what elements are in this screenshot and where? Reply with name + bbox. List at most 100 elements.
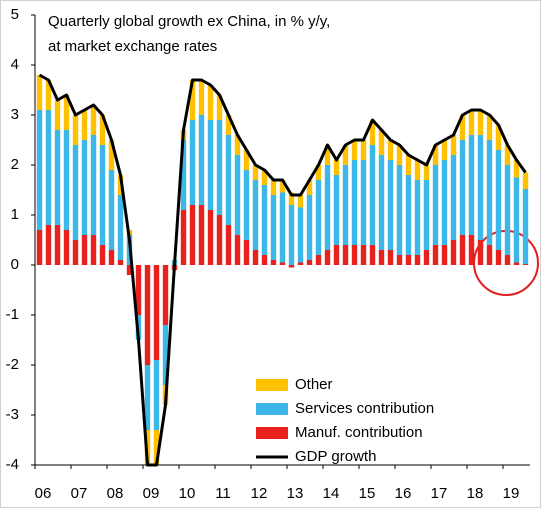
bar [495, 125, 502, 150]
x-tick-label: 14 [323, 485, 340, 502]
y-tick-label: -1 [6, 306, 19, 323]
bar [288, 205, 295, 265]
bar [459, 140, 466, 235]
line [38, 73, 527, 467]
bar [252, 250, 259, 265]
bar [441, 160, 448, 245]
bar [513, 177, 520, 263]
bar [324, 165, 331, 250]
bar [81, 235, 88, 265]
bar [252, 180, 259, 250]
bar [342, 245, 349, 265]
bar [387, 140, 394, 160]
bar [360, 245, 367, 265]
bar [432, 165, 439, 245]
chart-title: at market exchange rates [48, 38, 217, 55]
bar [486, 245, 493, 265]
bar [198, 80, 205, 115]
bar [45, 225, 52, 265]
bar [279, 192, 286, 263]
bar [243, 150, 250, 170]
legend-label: Services contribution [295, 400, 434, 417]
bar [477, 240, 484, 265]
bar [477, 135, 484, 240]
bar [333, 160, 340, 175]
bar [198, 115, 205, 205]
bar [261, 185, 268, 255]
x-tick-label: 08 [107, 485, 124, 502]
legend-swatch [256, 379, 288, 391]
bar [468, 235, 475, 265]
x-tick-label: 10 [179, 485, 196, 502]
y-tick-label: 5 [11, 6, 19, 23]
legend-swatch [256, 403, 288, 415]
bar [297, 195, 304, 208]
x-tick-label: 19 [503, 485, 520, 502]
bar [450, 155, 457, 240]
bar [414, 255, 421, 265]
bar [297, 207, 304, 263]
bar [117, 195, 124, 260]
bar [315, 180, 322, 255]
bar [396, 165, 403, 255]
bar [72, 145, 79, 240]
bar [36, 230, 43, 265]
bar [423, 250, 430, 265]
bar [378, 130, 385, 155]
bar [387, 250, 394, 265]
y-tick-label: -3 [6, 406, 19, 423]
bar [315, 255, 322, 265]
bar [261, 255, 268, 265]
y-tick-label: 1 [11, 206, 19, 223]
bar [90, 135, 97, 235]
bar [225, 225, 232, 265]
y-tick-label: -2 [6, 356, 19, 373]
bar [450, 135, 457, 155]
bar [405, 155, 412, 175]
bar [81, 110, 88, 140]
bar [108, 250, 115, 265]
bar [72, 240, 79, 265]
bar [306, 195, 313, 260]
bar [504, 165, 511, 255]
bar [360, 160, 367, 245]
y-tick-label: 3 [11, 106, 19, 123]
bar [441, 140, 448, 160]
bar [189, 120, 196, 205]
bar [72, 115, 79, 145]
bar [99, 145, 106, 245]
bar [504, 255, 511, 265]
bar [432, 145, 439, 165]
bar [225, 135, 232, 225]
bar [279, 180, 286, 193]
bar [162, 265, 169, 325]
bar [234, 235, 241, 265]
bar [63, 230, 70, 265]
bar [243, 240, 250, 265]
bar [198, 205, 205, 265]
bar [522, 264, 529, 265]
bar [504, 145, 511, 165]
bar [495, 150, 502, 250]
bar [459, 115, 466, 140]
y-tick-label: 0 [11, 256, 19, 273]
x-tick-label: 11 [215, 485, 231, 502]
bar [351, 140, 358, 160]
bar [144, 365, 151, 430]
x-tick-label: 13 [287, 485, 304, 502]
legend-label: GDP growth [295, 448, 376, 465]
bar [252, 165, 259, 180]
x-tick-label: 15 [359, 485, 376, 502]
bar [270, 195, 277, 260]
bar [54, 225, 61, 265]
bar [243, 170, 250, 240]
bar [207, 85, 214, 120]
bar [486, 115, 493, 140]
bar [387, 160, 394, 250]
bar [288, 192, 295, 205]
bar [63, 130, 70, 230]
bar [297, 262, 304, 265]
bar [99, 115, 106, 145]
